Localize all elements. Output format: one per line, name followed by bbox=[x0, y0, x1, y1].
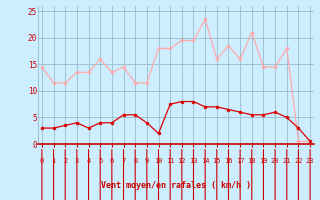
X-axis label: Vent moyen/en rafales ( km/h ): Vent moyen/en rafales ( km/h ) bbox=[101, 181, 251, 190]
